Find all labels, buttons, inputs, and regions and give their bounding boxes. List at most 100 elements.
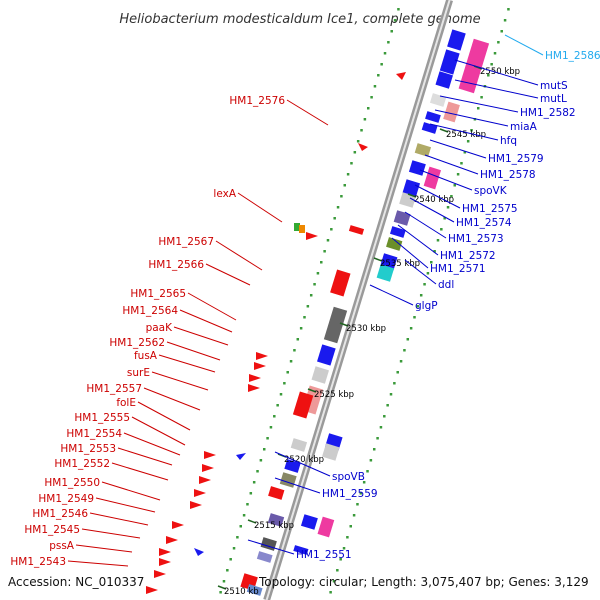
guide-dot	[259, 459, 263, 462]
guide-dot	[226, 569, 229, 572]
reverse-gene-block	[376, 264, 395, 282]
reverse-label-leader	[504, 34, 544, 56]
reverse-label-leader	[454, 79, 539, 99]
position-tick-label: 2510 kb	[224, 587, 259, 597]
guide-dot	[423, 283, 426, 286]
guide-dot	[343, 184, 347, 187]
reverse-gene-block	[421, 122, 438, 134]
reverse-gene-block	[390, 226, 406, 238]
forward-label-leader	[123, 432, 181, 456]
guide-dot	[366, 107, 370, 110]
reverse-gene-block	[408, 160, 426, 176]
reverse-gene-block	[402, 179, 421, 197]
guide-dot	[342, 547, 346, 550]
guide-dot	[252, 481, 256, 484]
guide-dot	[403, 349, 406, 352]
forward-gene-arrow	[256, 352, 268, 360]
guide-dot	[352, 514, 356, 517]
guide-dot	[399, 360, 403, 363]
forward-gene-arrow	[249, 374, 261, 382]
guide-dot	[493, 52, 497, 55]
forward-label-leader	[286, 99, 329, 126]
guide-dot	[377, 74, 380, 77]
position-tick-label: 2525 kbp	[314, 390, 354, 400]
position-tick-mark	[247, 519, 257, 524]
forward-gene-label: fusA	[134, 350, 158, 362]
guide-dot	[336, 569, 339, 572]
reverse-gene-label: HM1_2582	[520, 107, 576, 119]
guide-dot	[436, 239, 440, 242]
accession-text: Accession: NC_010337	[8, 575, 145, 589]
guide-dot	[350, 162, 353, 165]
guide-dot	[470, 129, 473, 132]
guide-dot	[393, 19, 397, 22]
forward-gene-block	[284, 459, 301, 473]
reverse-gene-label: HM1_2573	[448, 233, 504, 245]
reverse-gene-label: HM1_2578	[480, 169, 536, 181]
genome-backbone	[263, 0, 453, 600]
guide-dot	[386, 404, 389, 407]
forward-gene-arrow	[166, 536, 178, 544]
forward-gene-label: HM1_2550	[44, 477, 100, 489]
guide-dot	[229, 558, 232, 561]
guide-dot	[476, 107, 480, 110]
forward-gene-label: HM1_2552	[54, 458, 110, 470]
position-ticks: 2550 kbp 2545 kbp 2540 kbp 2535 kbp 2530 kbp…	[217, 65, 520, 597]
position-tick-mark	[439, 128, 449, 133]
guide-dot	[262, 448, 266, 451]
guide-dot	[330, 228, 333, 231]
forward-gene-label: HM1_2554	[66, 428, 122, 440]
position-tick-label: 2540 kbp	[414, 195, 454, 205]
guide-dot	[389, 393, 393, 396]
forward-label-leader	[215, 240, 263, 271]
position-tick-mark	[407, 193, 417, 198]
position-tick-label: 2530 kbp	[346, 324, 386, 334]
forward-gene-arrow	[248, 384, 260, 392]
reverse-gene-block	[435, 71, 453, 89]
forward-gene-block	[294, 223, 300, 231]
reverse-gene-block	[443, 101, 460, 123]
guide-dot	[500, 30, 503, 33]
reverse-gene-label: spoVK	[474, 185, 508, 197]
reverse-label-leader	[419, 169, 473, 191]
reverse-gene-block	[317, 516, 335, 538]
forward-gene-block	[348, 225, 365, 235]
guide-dot	[446, 206, 450, 209]
reverse-gene-arrow	[236, 453, 246, 460]
reverse-gene-block	[300, 514, 318, 530]
forward-gene-arrow	[199, 476, 211, 484]
forward-gene-label: HM1_2567	[158, 236, 214, 248]
guide-dot	[466, 140, 470, 143]
guide-dot	[333, 217, 336, 220]
reverse-gene-label: HM1_2575	[462, 203, 518, 215]
guide-dot	[366, 470, 369, 473]
guide-dot	[276, 404, 279, 407]
reverse-label-leader	[439, 95, 519, 113]
guide-dot	[460, 162, 463, 165]
reverse-label-leader	[404, 211, 447, 239]
guide-dot	[313, 283, 316, 286]
guide-dot	[299, 327, 303, 330]
forward-gene-block	[311, 366, 329, 384]
guide-dot	[383, 415, 386, 418]
forward-strand-genes	[146, 72, 406, 596]
reverse-gene-label: HM1_2586	[545, 50, 600, 62]
guide-dot	[396, 371, 399, 374]
forward-gene-block	[268, 486, 285, 500]
reverse-gene-block	[425, 111, 441, 123]
forward-gene-label: lexA	[213, 188, 236, 200]
guide-dot	[332, 580, 336, 583]
guide-dot	[356, 503, 359, 506]
forward-gene-arrow	[172, 521, 184, 529]
position-tick-label: 2550 kbp	[480, 67, 520, 77]
guide-dot	[430, 261, 433, 264]
forward-gene-label: HM1_2566	[148, 259, 204, 271]
reverse-label-leader	[274, 451, 331, 477]
reverse-gene-label: HM1_2559	[322, 488, 378, 500]
position-tick-mark	[373, 257, 383, 262]
guide-dot	[480, 96, 483, 99]
forward-label-leader	[95, 497, 156, 513]
reverse-gene-arrow	[194, 548, 204, 556]
forward-gene-arrow	[306, 232, 318, 240]
